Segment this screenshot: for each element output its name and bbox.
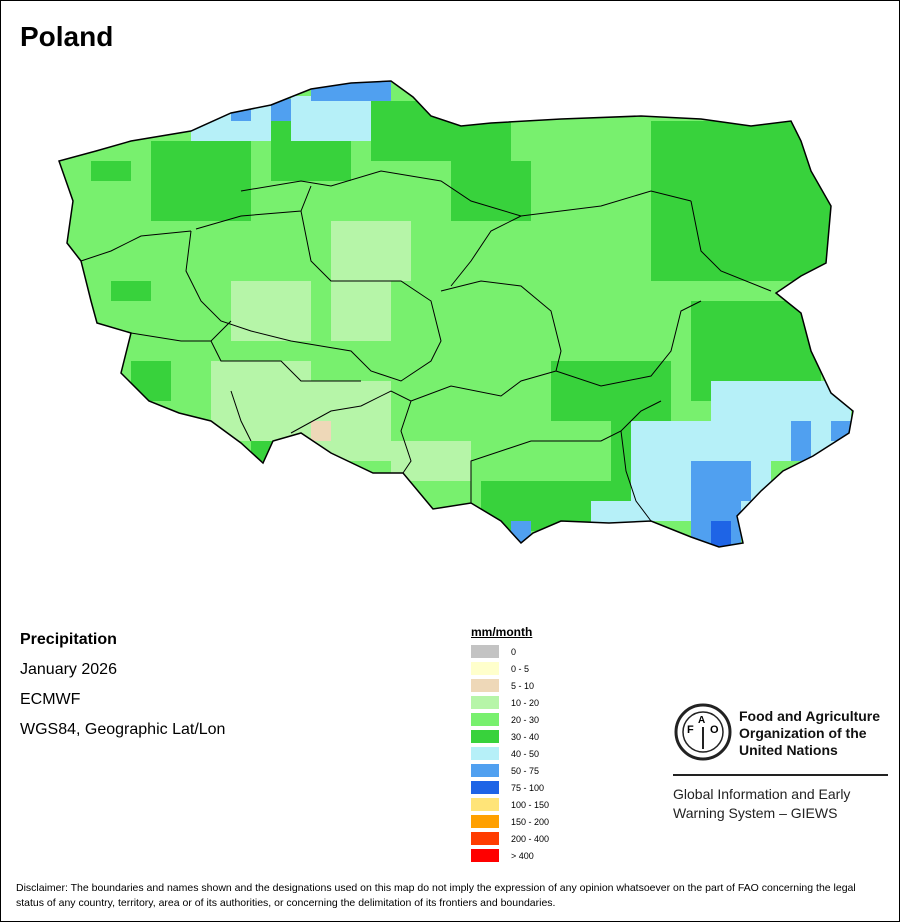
zone-30-40: [651, 121, 841, 281]
legend-swatch: [471, 832, 499, 845]
zone-30-40: [551, 361, 671, 421]
zone-10-20: [291, 381, 391, 461]
svg-text:F: F: [687, 724, 694, 736]
legend-swatch: [471, 645, 499, 658]
legend-swatch: [471, 713, 499, 726]
legend-swatch: [471, 798, 499, 811]
svg-text:O: O: [710, 724, 719, 736]
legend-swatch: [471, 662, 499, 675]
legend-label: 0: [511, 646, 517, 657]
zone-30-40: [131, 361, 171, 401]
legend-item: 20 - 30: [471, 711, 549, 728]
legend-label: 200 - 400: [511, 833, 550, 844]
legend-label: 40 - 50: [511, 748, 540, 759]
legend-label: 150 - 200: [511, 816, 550, 827]
zone-50-75: [791, 421, 811, 461]
fao-emblem-icon: F A O: [674, 703, 732, 761]
legend-item: 50 - 75: [471, 762, 549, 779]
projection-label: WGS84, Geographic Lat/Lon: [20, 721, 226, 738]
fao-logo: F A O Food and Agriculture Organization …: [673, 701, 888, 821]
divider: [673, 774, 888, 776]
zone-50-75: [271, 99, 291, 121]
fao-org-name: Food and Agriculture Organization of the…: [739, 708, 881, 758]
zone-5-10: [311, 421, 331, 441]
legend-label: 75 - 100: [511, 782, 545, 793]
legend: mm/month 0 0 - 5 5 - 10 10 - 20 20 - 30 30 - …: [471, 625, 549, 864]
zone-50-75: [691, 461, 751, 501]
legend-item: 200 - 400: [471, 830, 549, 847]
legend-item: 0 - 5: [471, 660, 549, 677]
legend-item: 30 - 40: [471, 728, 549, 745]
legend-swatch: [471, 679, 499, 692]
zone-30-40: [151, 141, 251, 221]
legend-swatch: [471, 815, 499, 828]
legend-swatch: [471, 781, 499, 794]
legend-item: 100 - 150: [471, 796, 549, 813]
legend-swatch: [471, 747, 499, 760]
zone-50-75: [511, 521, 531, 543]
map-title: Poland: [20, 21, 114, 52]
zone-30-40: [91, 161, 131, 181]
legend-swatch: [471, 696, 499, 709]
legend-item: > 400: [471, 847, 549, 864]
variable-label: Precipitation: [20, 631, 117, 648]
giews-label: Global Information and Early Warning Sys…: [673, 786, 851, 821]
disclaimer: Disclaimer: The boundaries and names sho…: [16, 882, 856, 909]
zone-30-40: [111, 281, 151, 301]
admin-boundaries: [80, 170, 772, 522]
period-label: January 2026: [20, 661, 117, 678]
precipitation-map: [58, 80, 854, 548]
zone-10-20: [331, 281, 391, 341]
zone-40-50: [291, 96, 371, 141]
legend-label: 5 - 10: [511, 680, 535, 691]
legend-swatch: [471, 764, 499, 777]
legend-label: 30 - 40: [511, 731, 540, 742]
legend-label: 0 - 5: [511, 663, 530, 674]
source-label: ECMWF: [20, 691, 81, 708]
zone-30-40: [451, 161, 531, 221]
legend-item: 5 - 10: [471, 677, 549, 694]
zone-10-20: [231, 281, 311, 341]
zone-30-40: [371, 101, 511, 161]
legend-item: 0: [471, 643, 549, 660]
legend-label: 50 - 75: [511, 765, 540, 776]
zone-10-20: [391, 441, 471, 481]
legend-item: 150 - 200: [471, 813, 549, 830]
zone-75-100: [711, 521, 731, 546]
legend-label: 10 - 20: [511, 697, 540, 708]
legend-label: 20 - 30: [511, 714, 540, 725]
zone-10-20: [331, 221, 411, 281]
legend-swatch: [471, 730, 499, 743]
legend-label: 100 - 150: [511, 799, 550, 810]
legend-title: mm/month: [471, 625, 533, 639]
precipitation-grid: [59, 81, 853, 547]
svg-text:A: A: [698, 715, 705, 726]
legend-item: 10 - 20: [471, 694, 549, 711]
legend-label: > 400: [511, 850, 534, 861]
legend-item: 75 - 100: [471, 779, 549, 796]
legend-item: 40 - 50: [471, 745, 549, 762]
legend-swatch: [471, 849, 499, 862]
